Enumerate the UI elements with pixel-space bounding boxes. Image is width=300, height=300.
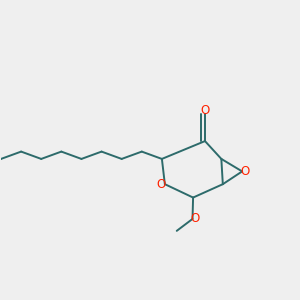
Text: O: O: [241, 165, 250, 178]
Text: O: O: [190, 212, 200, 226]
Text: O: O: [157, 178, 166, 191]
Text: O: O: [200, 104, 210, 117]
